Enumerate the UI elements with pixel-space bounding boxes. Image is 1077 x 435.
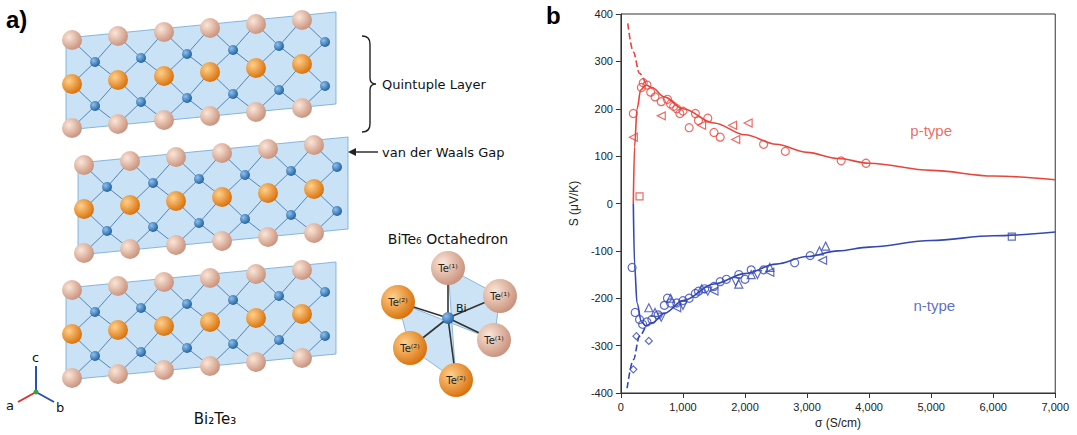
svg-text:100: 100	[595, 150, 613, 162]
svg-text:0: 0	[607, 198, 613, 210]
svg-text:0: 0	[618, 401, 624, 413]
svg-text:5,000: 5,000	[917, 401, 945, 413]
svg-text:S (μV/K): S (μV/K)	[567, 181, 581, 227]
svg-text:4,000: 4,000	[855, 401, 883, 413]
svg-text:200: 200	[595, 103, 613, 115]
svg-text:1,000: 1,000	[669, 401, 697, 413]
svg-text:6,000: 6,000	[979, 401, 1007, 413]
svg-text:-400: -400	[591, 387, 613, 399]
svg-text:-200: -200	[591, 292, 613, 304]
svg-text:c: c	[32, 350, 39, 365]
svg-text:-300: -300	[591, 340, 613, 352]
svg-text:a): a)	[6, 6, 27, 33]
html-text:b): b)	[546, 2, 569, 29]
svg-text:Te⁽¹⁾: Te⁽¹⁾	[483, 335, 503, 346]
svg-text:van der Waals Gap: van der Waals Gap	[382, 145, 505, 160]
svg-text:7,000: 7,000	[1041, 401, 1069, 413]
svg-text:a: a	[6, 398, 14, 413]
svg-text:-100: -100	[591, 245, 613, 257]
svg-text:n-type: n-type	[913, 297, 955, 314]
svg-text:Te⁽¹⁾: Te⁽¹⁾	[489, 291, 509, 302]
svg-text:σ (S/cm): σ (S/cm)	[815, 416, 861, 430]
svg-text:Quintuple Layer: Quintuple Layer	[382, 77, 487, 92]
svg-text:400: 400	[595, 8, 613, 20]
svg-text:300: 300	[595, 55, 613, 67]
svg-text:Bi₂Te₃: Bi₂Te₃	[194, 410, 236, 428]
svg-text:Bi: Bi	[456, 302, 467, 315]
svg-text:Te⁽²⁾: Te⁽²⁾	[399, 343, 419, 354]
svg-text:BiTe₆ Octahedron: BiTe₆ Octahedron	[388, 231, 508, 247]
svg-text:p-type: p-type	[910, 122, 952, 139]
svg-text:Te⁽¹⁾: Te⁽¹⁾	[437, 263, 457, 274]
svg-text:b: b	[56, 400, 64, 415]
svg-text:Te⁽²⁾: Te⁽²⁾	[387, 297, 407, 308]
svg-text:Te⁽²⁾: Te⁽²⁾	[445, 375, 465, 386]
svg-text:2,000: 2,000	[731, 401, 759, 413]
svg-text:3,000: 3,000	[793, 401, 821, 413]
